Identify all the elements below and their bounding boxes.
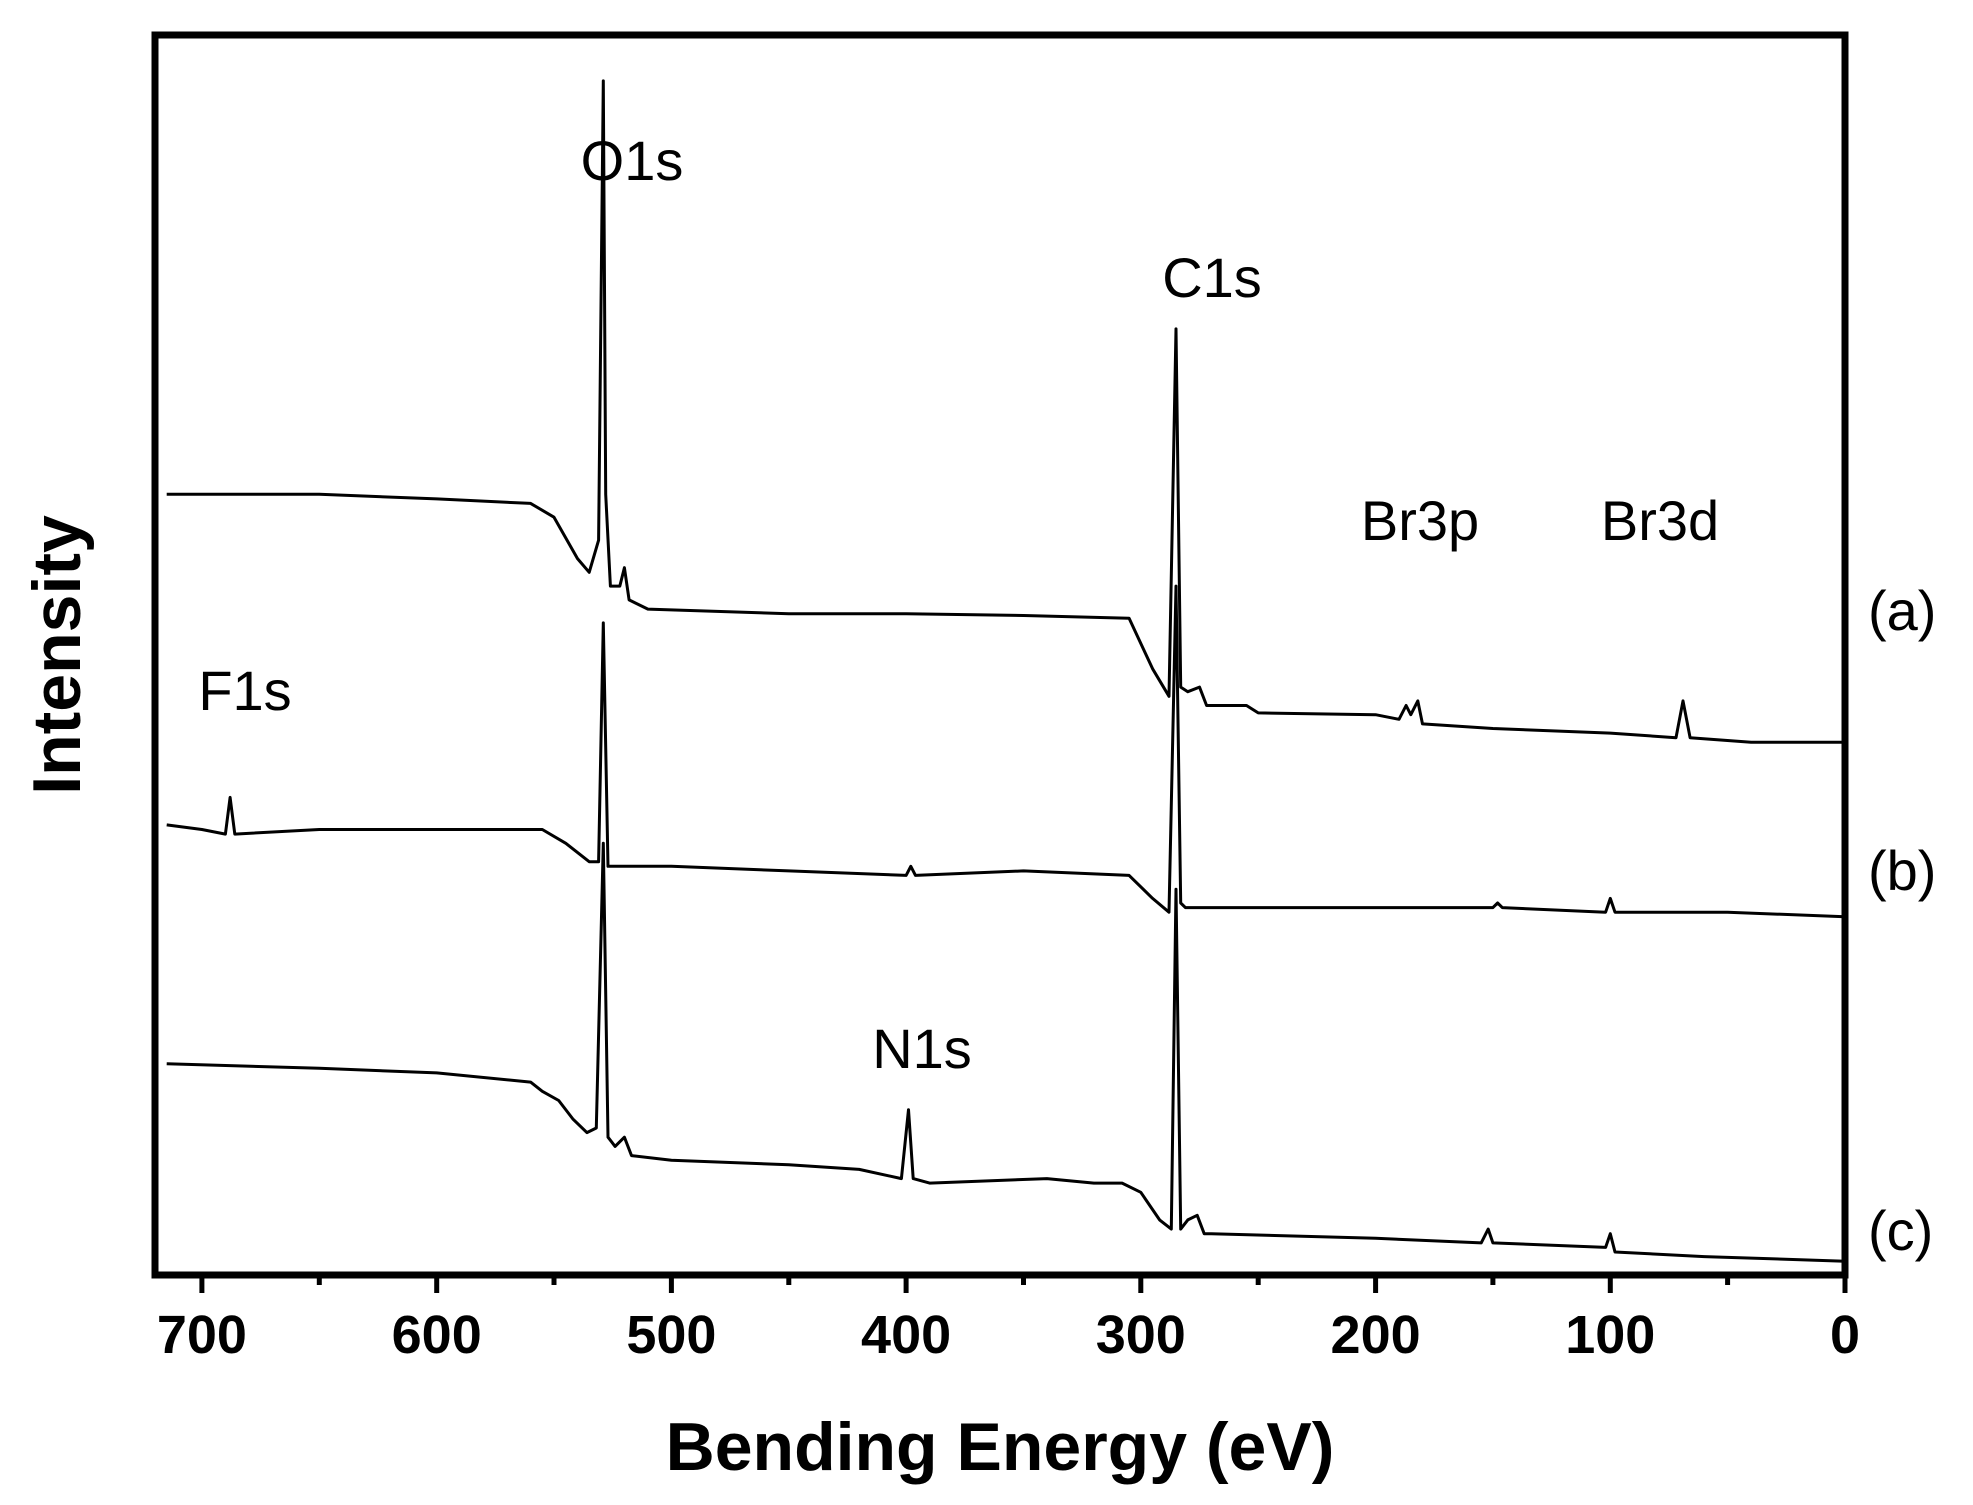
x-tick-label-400: 400 (861, 1305, 951, 1365)
peak-label-br3p: Br3p (1361, 489, 1479, 552)
series-line-b (166, 584, 1846, 919)
x-tick-label-200: 200 (1331, 1305, 1421, 1365)
trace-layer (166, 79, 1846, 1263)
peak-label-c1s: C1s (1162, 246, 1262, 309)
x-tick-label-500: 500 (626, 1305, 716, 1365)
y-axis-title: Intensity (19, 515, 95, 795)
x-tick-label-0: 0 (1830, 1305, 1860, 1365)
series-line-a (166, 79, 1845, 744)
series-line-c (166, 841, 1846, 1263)
peak-label-f1s: F1s (198, 659, 291, 722)
series-label-c: (c) (1868, 1199, 1933, 1262)
series-label-a: (a) (1868, 579, 1936, 642)
peak-label-n1s: N1s (872, 1017, 972, 1080)
peak-label-o1s: O1s (581, 129, 684, 192)
x-tick-label-700: 700 (157, 1305, 247, 1365)
x-tick-label-100: 100 (1565, 1305, 1655, 1365)
x-axis-title: Bending Energy (eV) (666, 1409, 1335, 1485)
peak-label-br3d: Br3d (1601, 489, 1719, 552)
x-tick-label-layer: 700 600 500 400 300 200 100 0 (157, 1305, 1860, 1365)
plot-frame (151, 31, 1849, 1279)
series-label-b: (b) (1868, 839, 1936, 902)
x-tick-layer (199, 1275, 1848, 1293)
x-tick-label-300: 300 (1096, 1305, 1186, 1365)
x-tick-label-600: 600 (392, 1305, 482, 1365)
